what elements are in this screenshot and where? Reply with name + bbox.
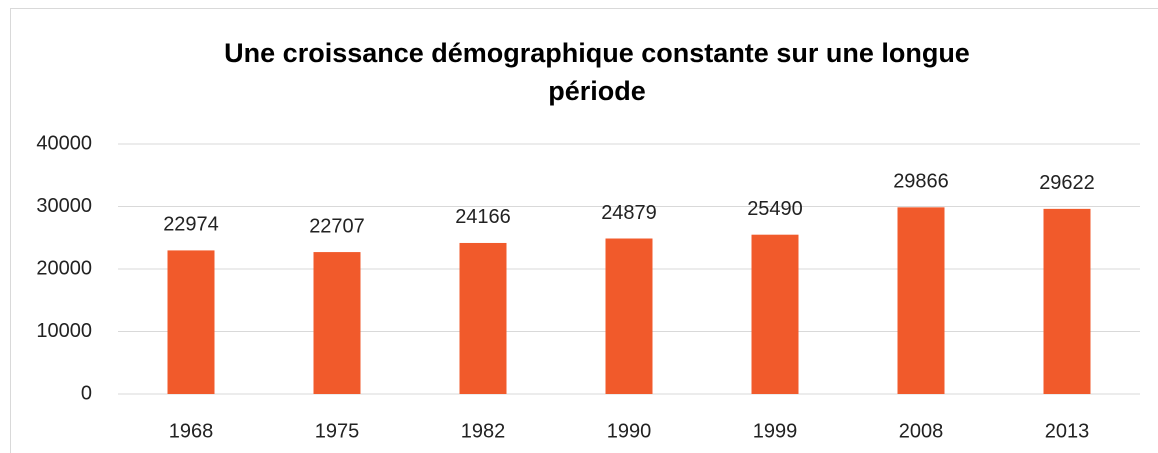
data-label: 29866 xyxy=(893,171,949,193)
bar xyxy=(1043,208,1091,394)
x-tick-label: 1990 xyxy=(607,420,652,442)
bar xyxy=(459,242,507,394)
x-tick-label: 2013 xyxy=(1045,420,1090,442)
y-tick-label: 40000 xyxy=(36,132,92,154)
x-tick-label: 1975 xyxy=(315,420,360,442)
y-tick-label: 20000 xyxy=(36,257,92,279)
y-tick-label: 0 xyxy=(81,382,92,404)
x-tick-label: 1968 xyxy=(169,420,214,442)
data-label: 29622 xyxy=(1039,172,1095,194)
bar xyxy=(897,207,945,394)
x-tick-label: 1982 xyxy=(461,420,506,442)
bar xyxy=(605,238,653,394)
data-label: 24879 xyxy=(601,202,657,224)
bar xyxy=(167,250,215,394)
data-label: 24166 xyxy=(455,206,511,228)
bar xyxy=(751,234,799,394)
y-tick-label: 10000 xyxy=(36,320,92,342)
data-label: 22974 xyxy=(163,214,219,236)
data-label: 22707 xyxy=(309,215,365,237)
x-tick-label: 2008 xyxy=(899,420,944,442)
x-tick-label: 1999 xyxy=(753,420,798,442)
data-label: 25490 xyxy=(747,198,803,220)
chart-border xyxy=(10,8,1158,453)
y-tick-label: 30000 xyxy=(36,195,92,217)
chart-title: Une croissance démographique constante s… xyxy=(224,38,970,106)
bar xyxy=(313,252,361,394)
